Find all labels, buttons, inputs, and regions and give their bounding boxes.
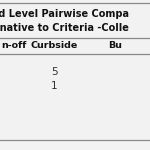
Text: 1: 1 <box>51 81 57 91</box>
Text: Bu: Bu <box>108 42 122 51</box>
Text: Curbside: Curbside <box>30 42 78 51</box>
Text: cond Level Pairwise Compa: cond Level Pairwise Compa <box>0 9 129 19</box>
Text: n-off: n-off <box>1 42 27 51</box>
Text: lternative to Criteria -Colle: lternative to Criteria -Colle <box>0 23 128 33</box>
Text: 5: 5 <box>51 67 57 77</box>
